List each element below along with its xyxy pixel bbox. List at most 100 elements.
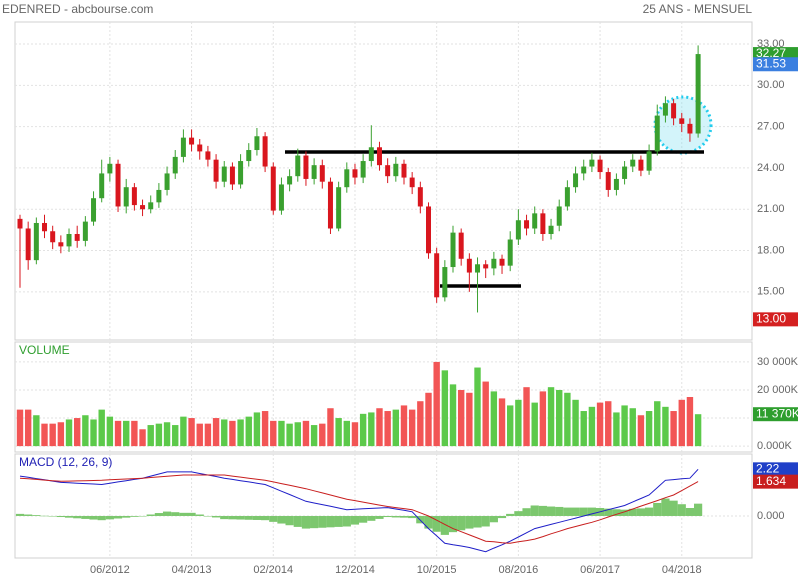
histogram-bar: [653, 502, 662, 516]
volume-bar: [302, 420, 310, 447]
candle-body: [229, 166, 235, 185]
volume-bar: [670, 411, 677, 447]
candle-body: [695, 54, 701, 134]
candle-body: [189, 137, 195, 145]
y-tick-label: 0.000: [757, 510, 785, 522]
histogram-bar: [677, 504, 686, 516]
histogram-bar: [432, 515, 441, 532]
volume-bar: [229, 420, 236, 447]
volume-bar: [392, 409, 400, 447]
volume-bar: [204, 423, 212, 447]
histogram-bar: [375, 515, 384, 519]
volume-bar: [319, 423, 326, 447]
histogram-bar: [162, 511, 172, 516]
chart-title: EDENRED - abcbourse.com: [2, 2, 153, 16]
histogram-bar: [694, 503, 703, 516]
candle-body: [597, 159, 603, 173]
histogram-bar: [604, 508, 613, 516]
candle-body: [646, 151, 652, 171]
histogram-bar: [620, 509, 629, 516]
candle-body: [278, 184, 284, 211]
volume-bar: [286, 423, 293, 447]
candle-body: [17, 218, 23, 229]
candle-body: [556, 206, 562, 226]
candle-body: [180, 137, 186, 157]
candle-body: [613, 178, 619, 190]
volume-bar: [613, 412, 620, 447]
histogram-bar: [669, 500, 678, 516]
volume-bar: [547, 387, 555, 447]
histogram-bar: [64, 515, 74, 518]
volume-bar: [98, 409, 105, 447]
histogram-bar: [310, 515, 319, 529]
histogram-bar: [97, 515, 106, 521]
candle-body: [671, 103, 677, 119]
x-tick-label: 04/2018: [662, 564, 702, 576]
histogram-bar: [220, 515, 229, 520]
candle-body: [515, 220, 521, 240]
x-tick-label: 06/2017: [580, 564, 620, 576]
candle-body: [687, 123, 693, 134]
candle-body: [540, 213, 546, 234]
histogram-bar: [105, 515, 114, 520]
candle-body: [450, 232, 456, 268]
histogram-bar: [138, 515, 147, 517]
histogram-bar: [424, 515, 433, 529]
candle-body: [548, 225, 554, 234]
value-marker-label: 32.27: [756, 46, 786, 60]
candle-body: [532, 213, 538, 229]
value-marker: [753, 474, 798, 489]
volume-bar: [515, 399, 522, 447]
histogram-bar: [571, 507, 580, 516]
candle-body: [327, 181, 333, 229]
volume-bar: [351, 422, 359, 447]
histogram-bar: [318, 515, 327, 528]
candle-body: [393, 163, 399, 177]
histogram-bar: [465, 515, 474, 529]
candle-body: [99, 173, 105, 199]
candle-body: [475, 264, 481, 273]
histogram-bar: [261, 515, 270, 521]
candle-body: [50, 231, 56, 243]
panel-frame: [14, 453, 753, 559]
histogram-bar: [644, 507, 654, 516]
histogram-bar: [122, 515, 131, 518]
volume-bar: [139, 429, 146, 447]
x-tick-label: 06/2012: [90, 564, 130, 576]
x-tick-label: 10/2015: [417, 564, 457, 576]
volume-bar: [425, 392, 432, 447]
candle-body: [458, 232, 464, 259]
y-tick-label: 27.00: [757, 121, 785, 133]
value-marker: [753, 407, 798, 422]
histogram-bar: [342, 515, 351, 527]
candle-body: [295, 155, 301, 177]
volume-bar: [343, 420, 350, 447]
volume-bar: [384, 411, 391, 447]
candle-body: [499, 258, 505, 266]
histogram-bar: [179, 512, 188, 516]
candle-body: [401, 163, 407, 178]
histogram-bar: [113, 515, 123, 519]
candle-body: [221, 166, 227, 182]
candle-body: [213, 159, 219, 182]
volume-bar: [327, 408, 334, 447]
volume-bar: [196, 423, 203, 447]
volume-bar: [310, 425, 318, 447]
value-marker-label: 2.22: [756, 462, 780, 476]
candle-body: [262, 136, 268, 167]
histogram-bar: [203, 515, 213, 517]
histogram-bar: [48, 515, 57, 517]
y-tick-label: 15.00: [757, 286, 785, 298]
candle-body: [115, 163, 121, 207]
volume-bar: [637, 415, 645, 447]
volume-bar: [466, 392, 473, 447]
volume-bar: [212, 418, 220, 447]
histogram-bar: [636, 508, 646, 516]
value-marker: [753, 312, 798, 327]
volume-bar: [376, 408, 383, 447]
volume-bar: [400, 405, 408, 447]
candle-body: [385, 165, 391, 177]
histogram-bar: [399, 515, 409, 518]
candle-body: [589, 159, 595, 167]
volume-bar: [253, 412, 261, 447]
